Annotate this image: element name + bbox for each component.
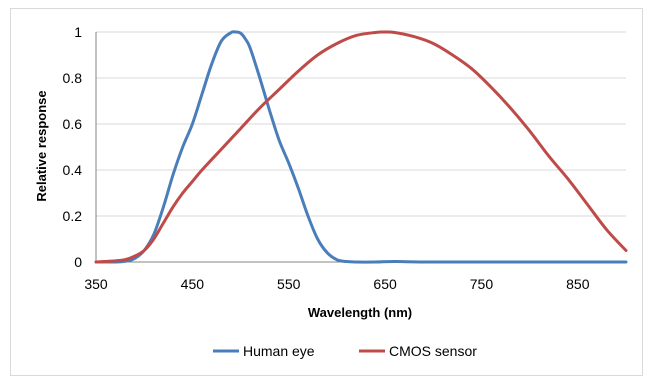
- x-tick-label: 450: [181, 276, 205, 292]
- chart-frame: [10, 8, 643, 376]
- grid-layer: [96, 31, 626, 217]
- x-tick-label: 350: [84, 276, 108, 292]
- legend-label-cmos-sensor: CMOS sensor: [389, 343, 477, 359]
- x-tick-label: 850: [566, 276, 590, 292]
- tick-layer: 0 0.2 0.4 0.6 0.8 1 350 450 550 650 750 850: [63, 24, 590, 292]
- series-line-human-eye: [94, 30, 628, 264]
- x-tick-label: 550: [277, 276, 301, 292]
- legend-label-human-eye: Human eye: [243, 343, 315, 359]
- y-axis-title: Relative response: [34, 90, 49, 201]
- y-tick-label: 0.8: [63, 70, 83, 86]
- legend: Human eye CMOS sensor: [213, 343, 477, 359]
- y-tick-label: 1: [74, 24, 82, 40]
- y-tick-label: 0.4: [63, 162, 83, 178]
- y-tick-label: 0: [74, 254, 82, 270]
- series-layer: [94, 30, 628, 264]
- x-tick-label: 650: [373, 276, 397, 292]
- axis-layer: [95, 32, 626, 263]
- x-axis-title: Wavelength (nm): [308, 305, 412, 320]
- y-tick-label: 0.2: [63, 208, 83, 224]
- series-line-cmos-sensor: [94, 30, 628, 264]
- y-tick-label: 0.6: [63, 116, 83, 132]
- x-tick-label: 750: [470, 276, 494, 292]
